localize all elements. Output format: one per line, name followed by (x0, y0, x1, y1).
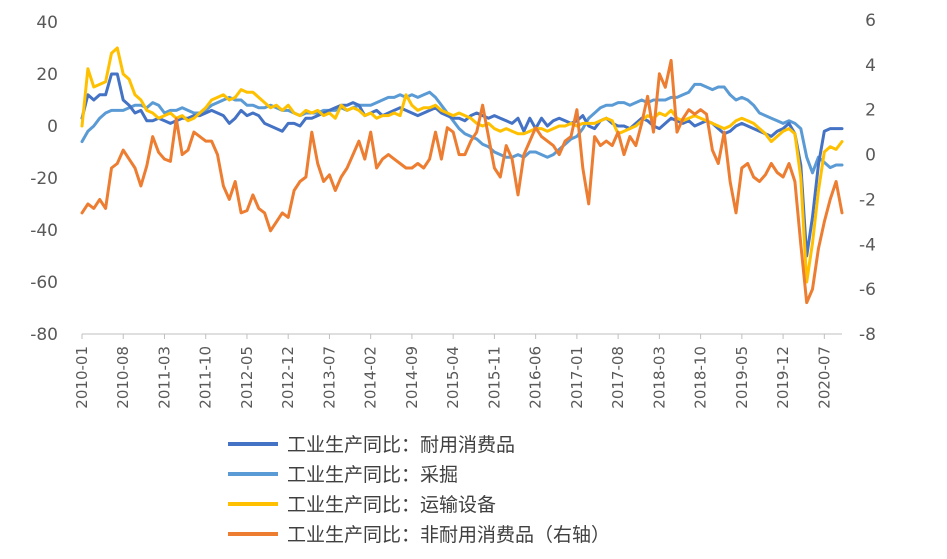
legend-label: 工业生产同比：耐用消费品 (287, 434, 515, 456)
x-tick-label: 2010-01 (73, 346, 91, 409)
x-tick-label: 2019-12 (774, 346, 792, 409)
legend-label: 工业生产同比：采掘 (287, 464, 458, 486)
legend-label: 工业生产同比：运输设备 (287, 494, 496, 516)
y-left-tick-label: -60 (30, 273, 58, 293)
x-tick-label: 2019-05 (733, 346, 751, 409)
x-tick-label: 2011-03 (155, 346, 173, 409)
y-right-tick-label: -4 (859, 235, 876, 255)
y-right-tick-label: -6 (859, 280, 876, 300)
y-left-tick-label: -20 (30, 169, 58, 189)
x-tick-label: 2014-09 (403, 346, 421, 409)
x-tick-label: 2011-10 (197, 346, 215, 409)
x-axis-ticks (81, 334, 825, 339)
y-left-tick-label: 20 (36, 65, 58, 85)
series-line-3 (80, 46, 844, 284)
x-tick-label: 2012-05 (238, 346, 256, 409)
x-tick-label: 2010-08 (114, 346, 132, 409)
x-tick-label: 2017-01 (568, 346, 586, 409)
y-axis-right-tick-labels: 6 4 2 0 -2 -4 -6 -8 (859, 11, 876, 345)
x-tick-label: 2017-08 (609, 346, 627, 409)
y-right-tick-label: -2 (859, 190, 876, 210)
y-left-tick-label: -40 (30, 221, 58, 241)
x-tick-label: 2016-06 (527, 346, 545, 409)
legend-label: 工业生产同比：非耐用消费品（右轴） (287, 524, 610, 546)
x-tick-label: 2018-10 (692, 346, 710, 409)
x-axis-tick-labels: 2010-01 2010-08 2011-03 2011-10 2012-05 2012-… (73, 346, 833, 409)
x-tick-label: 2013-07 (320, 346, 338, 409)
y-right-tick-label: 4 (865, 56, 876, 76)
series-line-2 (80, 82, 844, 175)
x-tick-label: 2012-12 (279, 346, 297, 409)
y-right-tick-label: 6 (865, 11, 876, 31)
x-tick-label: 2015-04 (444, 346, 462, 409)
y-left-tick-label: 40 (36, 13, 58, 33)
legend: 工业生产同比：耐用消费品工业生产同比：采掘工业生产同比：运输设备工业生产同比：非… (228, 434, 610, 546)
y-right-tick-label: -8 (859, 325, 876, 345)
x-tick-label: 2020-07 (815, 346, 833, 409)
x-tick-label: 2014-02 (362, 346, 380, 409)
x-tick-label: 2018-03 (650, 346, 668, 409)
y-right-tick-label: 2 (865, 101, 876, 121)
y-left-tick-label: -80 (30, 325, 58, 345)
series-line-4 (80, 58, 844, 305)
y-left-tick-label: 0 (47, 117, 58, 137)
series-lines (80, 46, 844, 305)
x-tick-label: 2015-11 (485, 346, 503, 409)
y-right-tick-label: 0 (865, 146, 876, 166)
y-axis-left-tick-labels: 40 20 0 -20 -40 -60 -80 (30, 13, 58, 345)
